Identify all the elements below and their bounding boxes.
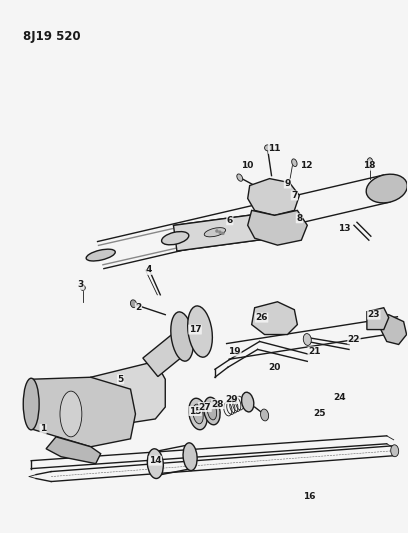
Ellipse shape xyxy=(183,443,197,471)
Ellipse shape xyxy=(391,445,399,457)
Text: 15: 15 xyxy=(189,407,201,416)
Ellipse shape xyxy=(257,219,286,232)
Ellipse shape xyxy=(367,158,373,168)
Ellipse shape xyxy=(218,231,222,234)
Text: 27: 27 xyxy=(199,402,211,411)
Polygon shape xyxy=(91,361,165,429)
Ellipse shape xyxy=(188,306,213,357)
Ellipse shape xyxy=(215,230,218,232)
Text: 29: 29 xyxy=(226,394,238,403)
Text: 4: 4 xyxy=(145,265,151,274)
Text: 17: 17 xyxy=(189,325,202,334)
Polygon shape xyxy=(252,302,297,335)
Ellipse shape xyxy=(222,232,224,235)
Polygon shape xyxy=(173,213,273,251)
Text: 25: 25 xyxy=(313,409,326,418)
Text: 13: 13 xyxy=(338,224,350,233)
Ellipse shape xyxy=(80,285,85,290)
Ellipse shape xyxy=(204,397,220,425)
Text: 8J19 520: 8J19 520 xyxy=(23,30,81,43)
Polygon shape xyxy=(46,437,101,464)
Text: 24: 24 xyxy=(333,393,346,401)
Text: 16: 16 xyxy=(303,492,315,501)
Polygon shape xyxy=(367,308,389,329)
Ellipse shape xyxy=(207,402,217,420)
Text: 7: 7 xyxy=(291,191,297,200)
Text: 26: 26 xyxy=(255,313,268,322)
Ellipse shape xyxy=(193,404,203,424)
Ellipse shape xyxy=(366,174,407,203)
Polygon shape xyxy=(381,314,407,344)
Text: 3: 3 xyxy=(78,280,84,289)
Text: 2: 2 xyxy=(135,303,142,312)
Ellipse shape xyxy=(264,145,271,151)
Polygon shape xyxy=(143,332,190,376)
Ellipse shape xyxy=(86,249,115,261)
Polygon shape xyxy=(31,377,135,447)
Text: 22: 22 xyxy=(348,335,360,344)
Ellipse shape xyxy=(60,391,82,437)
Ellipse shape xyxy=(242,392,254,412)
Ellipse shape xyxy=(204,228,226,237)
Text: 14: 14 xyxy=(149,456,162,465)
Ellipse shape xyxy=(189,398,207,430)
Ellipse shape xyxy=(147,449,163,479)
Text: 28: 28 xyxy=(212,400,224,409)
Ellipse shape xyxy=(23,378,39,430)
Text: 9: 9 xyxy=(284,179,290,188)
Polygon shape xyxy=(248,179,299,215)
Text: 10: 10 xyxy=(242,161,254,170)
Ellipse shape xyxy=(261,409,268,421)
Text: 23: 23 xyxy=(368,310,380,319)
Text: 11: 11 xyxy=(268,144,281,154)
Polygon shape xyxy=(248,211,307,245)
Text: 8: 8 xyxy=(296,214,302,223)
Text: 20: 20 xyxy=(268,363,281,372)
Ellipse shape xyxy=(237,174,243,181)
Ellipse shape xyxy=(131,300,137,308)
Ellipse shape xyxy=(171,312,193,361)
Text: 6: 6 xyxy=(227,216,233,225)
Text: 18: 18 xyxy=(363,161,375,170)
Ellipse shape xyxy=(162,232,189,245)
Text: 5: 5 xyxy=(118,375,124,384)
Text: 19: 19 xyxy=(228,347,241,356)
Ellipse shape xyxy=(303,334,311,345)
Ellipse shape xyxy=(292,159,297,166)
Text: 1: 1 xyxy=(40,424,46,433)
Text: 12: 12 xyxy=(300,161,313,170)
Text: 21: 21 xyxy=(308,347,321,356)
